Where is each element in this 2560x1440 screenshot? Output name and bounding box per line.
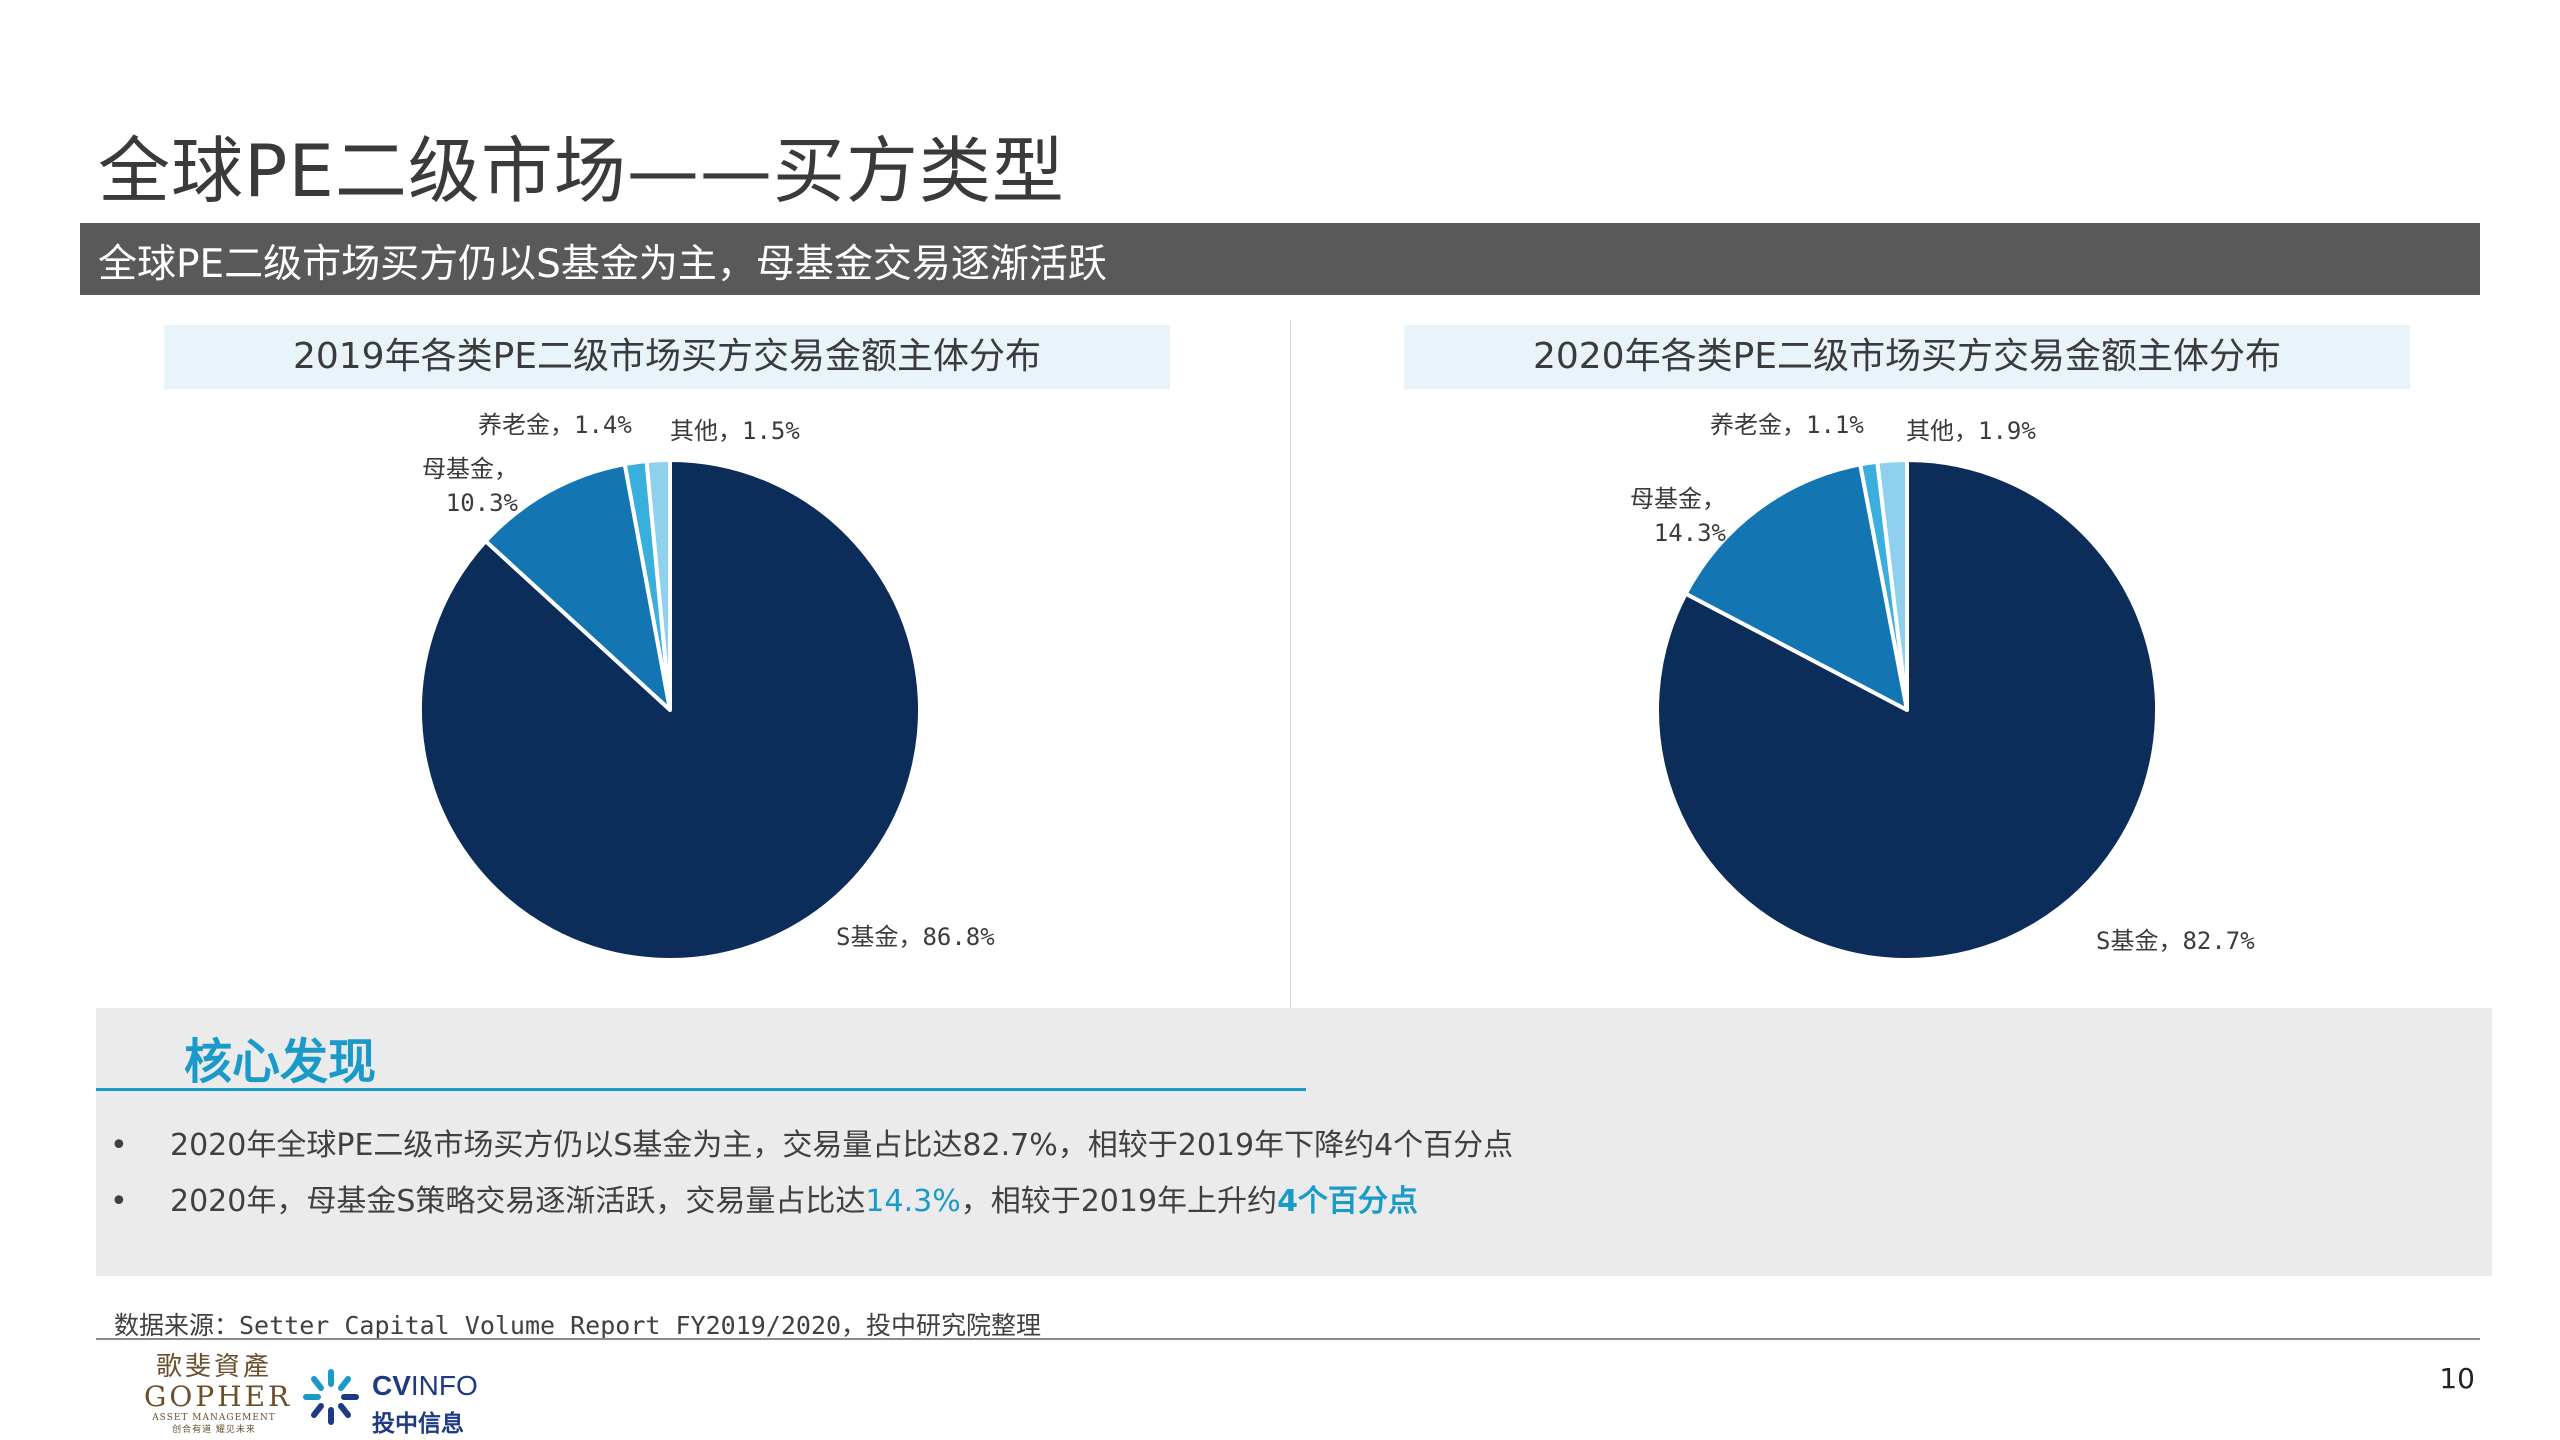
pie-chart-2020 [1655,458,2159,962]
bullet-dot: • [110,1184,128,1219]
pie-2020-label-fof-line2: 14.3% [1653,519,1726,547]
subtitle-bar: 全球PE二级市场买方仍以S基金为主，母基金交易逐渐活跃 [80,223,2480,295]
pie-2020-label-pension: 养老金，1.1% [1710,411,1864,439]
findings-bullet-1-text: 2020年全球PE二级市场买方仍以S基金为主，交易量占比达82.7%，相较于20… [170,1128,1514,1163]
pie-2019-label-fof-line1: 母基金， [422,455,518,483]
gopher-logo: 歌斐資產 GOPHER ASSET MANAGEMENT 创合有道 耀见未来 [144,1352,293,1436]
chart-2019-title: 2019年各类PE二级市场买方交易金额主体分布 [164,325,1170,389]
gopher-logo-slogan: 创合有道 耀见未来 [172,1425,256,1435]
findings-bullet-2: • 2020年，母基金S策略交易逐渐活跃，交易量占比达14.3%，相较于2019年… [110,1176,1418,1220]
pie-slice-s-fund [1655,458,2159,962]
findings-bullet-1: • 2020年全球PE二级市场买方仍以S基金为主，交易量占比达82.7%，相较于2… [110,1120,1513,1164]
pie-2020-label-s-fund: S基金，82.7% [2096,927,2255,955]
findings-bullet-2-highlight-points: 4个百分点 [1277,1184,1418,1219]
findings-bullet-2-highlight-pct: 14.3% [865,1184,961,1219]
page-title: 全球PE二级市场——买方类型 [98,129,1065,213]
pie-2020-label-fof-line1: 母基金， [1630,485,1726,513]
gopher-logo-sub: ASSET MANAGEMENT [152,1413,276,1423]
page-number: 10 [2439,1362,2475,1395]
findings-title: 核心发现 [184,1034,377,1090]
pie-2019-label-pension: 养老金，1.4% [478,411,632,439]
chart-divider [1290,320,1291,1010]
cvinfo-logo-en-bold: CV [372,1370,411,1401]
gopher-logo-cn: 歌斐資產 [155,1352,272,1382]
cvinfo-logo-en: CVINFO [372,1370,478,1402]
pie-2020-label-fof: 母基金， 14.3% [1630,482,1726,550]
bullet-dot: • [110,1128,128,1163]
chart-2020-title: 2020年各类PE二级市场买方交易金额主体分布 [1404,325,2410,389]
pie-slice-fof [1683,462,1909,712]
findings-bullet-2-mid: ，相较于2019年上升约 [960,1184,1278,1219]
pie-chart-2019 [418,458,922,962]
footer-rule [96,1338,2480,1340]
gopher-logo-en: GOPHER [144,1380,293,1413]
pie-slice-fof [483,462,672,712]
pie-slice-s-fund [418,458,922,962]
cvinfo-logo-en-light: INFO [410,1370,478,1401]
pie-2019-label-other: 其他，1.5% [670,417,800,445]
pie-2019-label-fof-line2: 10.3% [445,489,518,517]
findings-bullet-2-pre: 2020年，母基金S策略交易逐渐活跃，交易量占比达 [170,1184,866,1219]
key-findings-box: 核心发现 • 2020年全球PE二级市场买方仍以S基金为主，交易量占比达82.7%… [96,1008,2492,1276]
cvinfo-logo-cn: 投中信息 [372,1411,464,1437]
pie-2019-label-s-fund: S基金，86.8% [836,923,995,951]
subtitle-text: 全球PE二级市场买方仍以S基金为主，母基金交易逐渐活跃 [98,242,1107,287]
pie-2019-label-fof: 母基金， 10.3% [422,452,518,520]
pie-2020-label-other: 其他，1.9% [1906,417,2036,445]
data-source-note: 数据来源：Setter Capital Volume Report FY2019… [114,1311,1042,1340]
cvinfo-mark-icon [303,1369,359,1425]
findings-title-rule [96,1088,1306,1091]
